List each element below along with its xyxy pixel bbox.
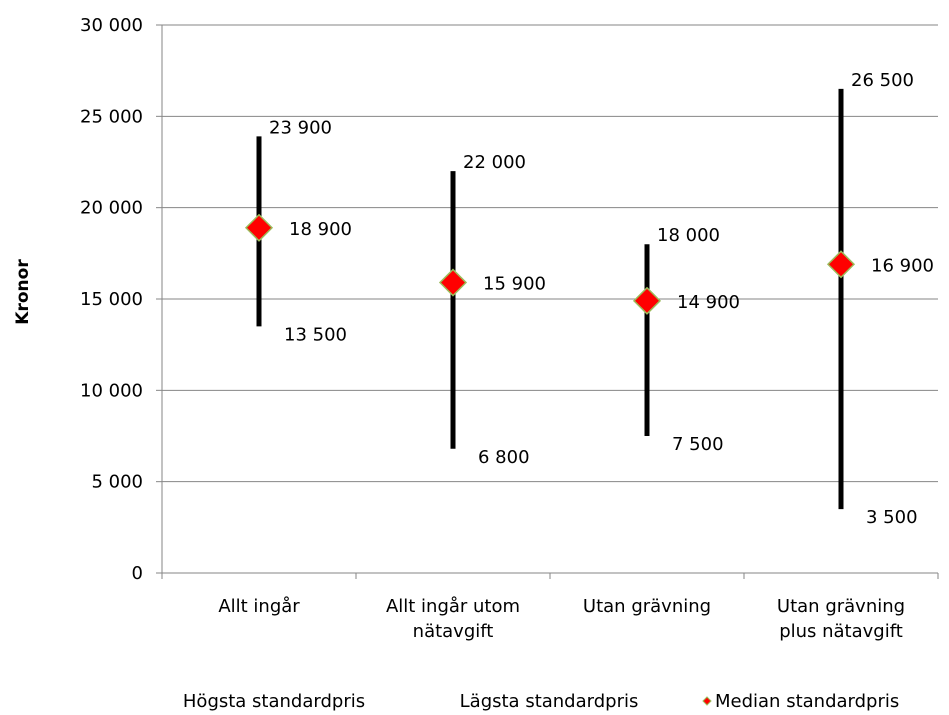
- gridlines: [162, 24, 938, 483]
- high-value-label: 26 500: [851, 70, 914, 91]
- y-tick-label: 20 000: [80, 198, 143, 219]
- median-value-label: 14 900: [677, 292, 740, 313]
- y-tick-label: 5 000: [91, 472, 143, 493]
- category-label: Allt ingår utom: [386, 596, 520, 617]
- y-tick-label: 25 000: [80, 106, 143, 127]
- data-labels: 23 900 13 500 18 900 22 000 6 800 15 900 18 00…: [269, 70, 934, 528]
- y-tick-label: 0: [132, 563, 143, 584]
- category-label: nätavgift: [413, 621, 494, 642]
- high-value-label: 22 000: [463, 152, 526, 173]
- median-marker: [244, 213, 274, 242]
- category-label: Utan grävning: [583, 596, 711, 617]
- median-value-label: 16 900: [871, 255, 934, 276]
- category-label: Allt ingår: [218, 596, 300, 617]
- axes: [156, 24, 939, 579]
- legend-item-high: Högsta standardpris: [183, 691, 365, 712]
- category-label: Utan grävning: [777, 596, 905, 617]
- low-value-label: 6 800: [478, 447, 530, 468]
- high-value-label: 23 900: [269, 117, 332, 138]
- y-tick-label: 30 000: [80, 15, 143, 36]
- median-marker: [632, 286, 662, 315]
- y-tick-labels: 0 5 000 10 000 15 000 20 000 25 000 30 000: [80, 15, 143, 584]
- low-value-label: 13 500: [284, 324, 347, 345]
- low-value-label: 3 500: [866, 507, 918, 528]
- category-labels: Allt ingår Allt ingår utom nätavgift Utan g…: [218, 596, 905, 642]
- median-marker: [826, 250, 856, 279]
- y-tick-label: 15 000: [80, 289, 143, 310]
- median-marker: [438, 268, 468, 297]
- legend-median-marker: [702, 696, 712, 706]
- median-value-label: 18 900: [289, 219, 352, 240]
- high-value-label: 18 000: [657, 225, 720, 246]
- y-tick-label: 10 000: [80, 380, 143, 401]
- median-markers: [244, 213, 856, 315]
- legend: Högsta standardpris Lägsta standardpris Me…: [183, 691, 899, 712]
- y-axis-title: Kronor: [13, 259, 33, 325]
- legend-item-low: Lägsta standardpris: [460, 691, 639, 712]
- median-value-label: 15 900: [483, 274, 546, 295]
- low-value-label: 7 500: [672, 434, 724, 455]
- legend-item-median: Median standardpris: [715, 691, 899, 712]
- category-label: plus nätavgift: [779, 621, 903, 642]
